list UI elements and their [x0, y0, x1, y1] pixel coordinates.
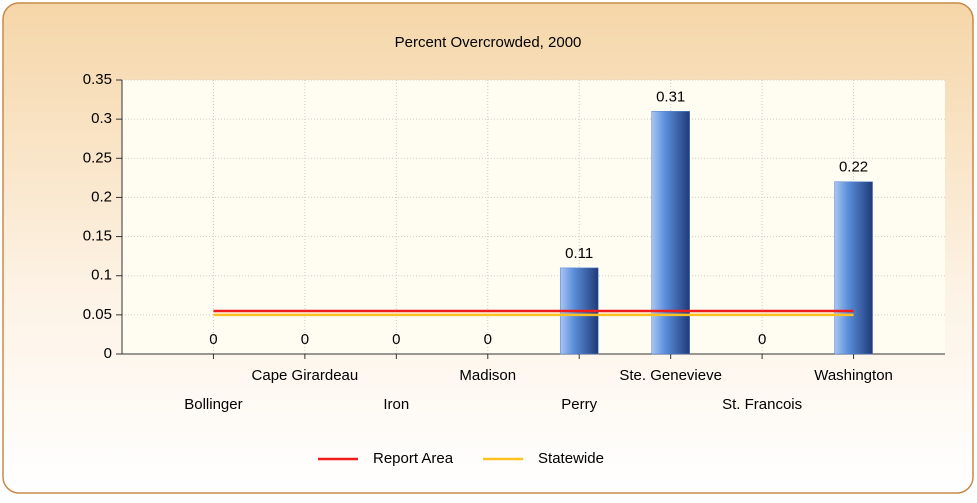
y-tick-label: 0.25	[83, 149, 112, 166]
legend-label: Report Area	[373, 450, 454, 467]
value-label: 0	[209, 331, 217, 348]
chart-title: Percent Overcrowded, 2000	[395, 34, 582, 51]
value-label: 0	[758, 331, 766, 348]
x-tick-label: Bollinger	[184, 396, 242, 413]
legend-label: Statewide	[538, 450, 604, 467]
value-label: 0	[301, 331, 309, 348]
y-tick-label: 0.35	[83, 71, 112, 88]
y-tick-label: 0.15	[83, 228, 112, 245]
x-tick-label: Perry	[561, 396, 597, 413]
value-label: 0	[392, 331, 400, 348]
bar	[834, 181, 873, 355]
y-tick-label: 0.2	[91, 188, 112, 205]
bar	[651, 111, 690, 355]
x-tick-label: Iron	[383, 396, 409, 413]
x-tick-label: Cape Girardeau	[252, 367, 359, 384]
value-label: 0	[484, 331, 492, 348]
x-tick-label: St. Francois	[722, 396, 802, 413]
value-label: 0.22	[839, 159, 868, 176]
x-tick-label: Ste. Genevieve	[619, 367, 722, 384]
y-tick-label: 0.1	[91, 267, 112, 284]
x-tick-label: Madison	[459, 367, 516, 384]
plot-area	[122, 80, 945, 354]
value-label: 0.31	[656, 88, 685, 105]
y-tick-label: 0.05	[83, 306, 112, 323]
y-tick-label: 0	[104, 345, 112, 362]
y-tick-label: 0.3	[91, 110, 112, 127]
x-tick-label: Washington	[814, 367, 893, 384]
value-label: 0.11	[565, 245, 593, 262]
